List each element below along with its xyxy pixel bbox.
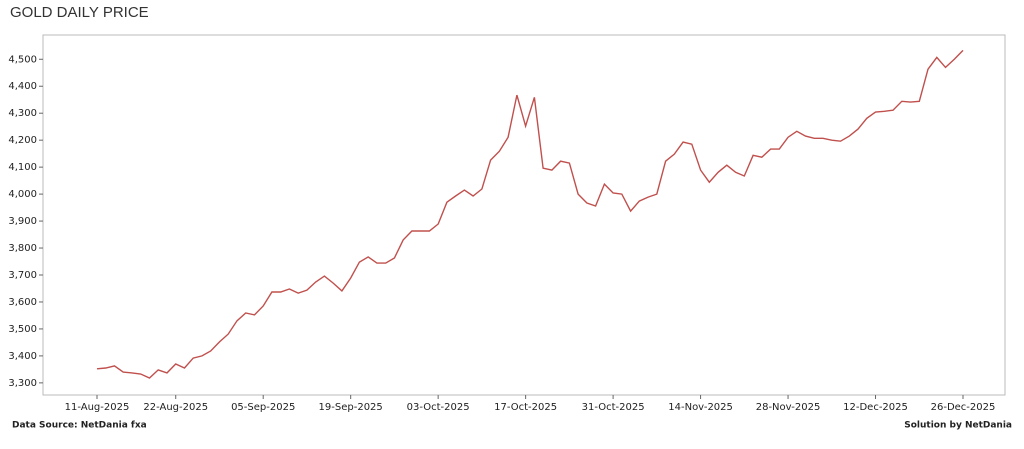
y-tick-label: 4,200 xyxy=(8,135,37,146)
y-tick-label: 3,800 xyxy=(8,243,37,254)
x-tick-label: 26-Dec-2025 xyxy=(931,402,996,413)
credit-note: Solution by NetDania xyxy=(904,421,1012,431)
price-line xyxy=(96,49,964,379)
y-tick-label: 4,500 xyxy=(8,54,37,65)
chart-title: GOLD DAILY PRICE xyxy=(10,4,149,21)
source-note: Data Source: NetDania fxa xyxy=(12,421,147,431)
y-tick-label: 3,700 xyxy=(8,270,37,281)
y-tick-label: 3,500 xyxy=(8,324,37,335)
x-tick-label: 05-Sep-2025 xyxy=(231,402,295,413)
y-tick-label: 4,000 xyxy=(8,189,37,200)
y-tick-label: 4,400 xyxy=(8,81,37,92)
y-tick-label: 3,900 xyxy=(8,216,37,227)
y-tick-label: 4,100 xyxy=(8,162,37,173)
y-tick-label: 3,300 xyxy=(8,378,37,389)
x-tick-label: 22-Aug-2025 xyxy=(143,402,208,413)
x-tick-label: 12-Dec-2025 xyxy=(843,402,908,413)
x-tick-label: 11-Aug-2025 xyxy=(65,402,130,413)
x-tick-label: 28-Nov-2025 xyxy=(756,402,821,413)
x-tick-label: 14-Nov-2025 xyxy=(668,402,733,413)
x-tick-label: 19-Sep-2025 xyxy=(319,402,383,413)
plot-frame xyxy=(42,34,1006,396)
y-tick-label: 3,600 xyxy=(8,297,37,308)
x-tick-label: 31-Oct-2025 xyxy=(582,402,645,413)
x-tick-label: 03-Oct-2025 xyxy=(407,402,470,413)
y-tick-label: 4,300 xyxy=(8,108,37,119)
y-tick-label: 3,400 xyxy=(8,351,37,362)
x-tick-label: 17-Oct-2025 xyxy=(494,402,557,413)
